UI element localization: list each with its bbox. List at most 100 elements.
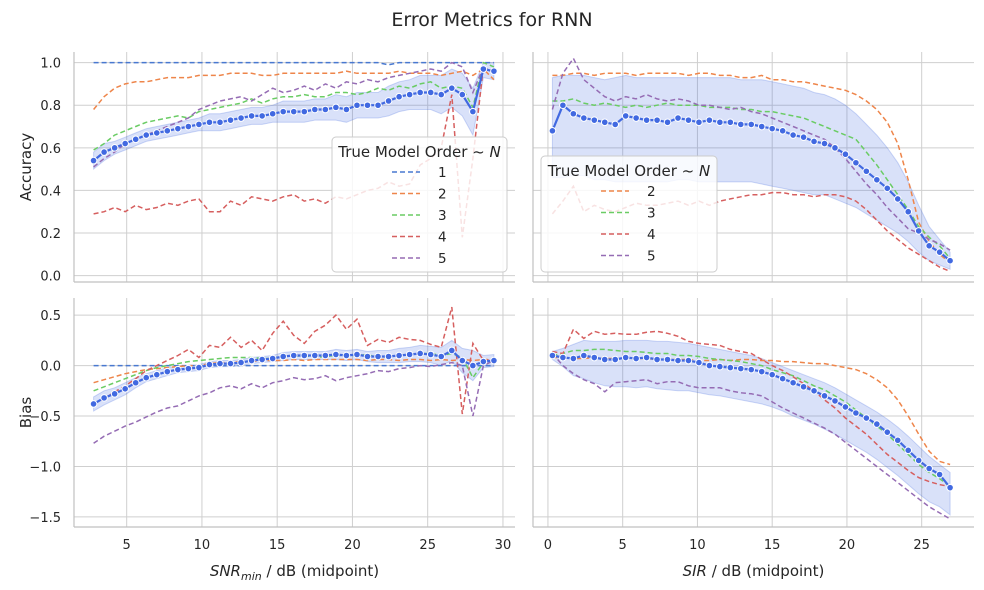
mean-point	[447, 346, 456, 355]
mean-point	[852, 409, 860, 417]
mean-point	[925, 241, 933, 250]
mean-point	[184, 364, 193, 373]
mean-point	[363, 101, 372, 110]
mean-point	[479, 357, 488, 366]
mean-point	[279, 107, 288, 116]
mean-point	[152, 370, 161, 379]
mean-point	[384, 352, 393, 361]
mean-point	[590, 116, 599, 124]
mean-point	[142, 373, 151, 382]
mean-point	[695, 358, 703, 367]
mean-point	[100, 394, 108, 402]
mean-point	[142, 131, 151, 139]
mean-point	[268, 109, 277, 118]
mean-point	[437, 90, 446, 99]
mean-point	[426, 350, 435, 359]
mean-point	[569, 354, 578, 363]
mean-point	[279, 352, 288, 361]
mean-point	[247, 356, 256, 365]
mean-point	[831, 144, 839, 152]
mean-point	[353, 350, 361, 359]
mean-point	[300, 107, 309, 116]
mean-point	[611, 355, 620, 364]
mean-point	[663, 118, 672, 127]
mean-point	[873, 420, 881, 428]
x-axis-label: SIR / dB (midpoint)	[683, 562, 825, 580]
mean-point	[342, 105, 351, 114]
mean-point	[121, 139, 129, 148]
mean-point	[799, 133, 808, 141]
mean-point	[174, 124, 182, 133]
mean-point	[89, 400, 98, 408]
mean-point	[600, 355, 609, 364]
mean-point	[110, 390, 119, 398]
mean-point	[580, 114, 588, 122]
mean-point	[205, 360, 214, 369]
mean-point	[862, 414, 871, 422]
legend: True Model Order ~ N 1 2 3 4 5	[331, 136, 508, 273]
mean-point	[216, 359, 224, 368]
mean-point	[663, 355, 672, 364]
mean-point	[621, 112, 630, 120]
mean-point	[195, 120, 203, 129]
mean-point	[479, 65, 488, 73]
mean-point	[395, 351, 403, 360]
series-line-order-1	[93, 61, 494, 66]
figure-title: Error Metrics for RNN	[391, 9, 592, 31]
mean-point	[174, 365, 182, 374]
y-axis-label: Bias	[17, 397, 35, 429]
mean-point	[632, 354, 640, 363]
legend-label-order-4: 4	[647, 227, 656, 243]
mean-point	[642, 116, 651, 124]
mean-point	[237, 358, 245, 367]
mean-point	[757, 367, 766, 376]
x-tick-label: 25	[913, 538, 930, 553]
x-tick-label: 25	[419, 538, 436, 553]
mean-point	[716, 118, 724, 127]
legend-frame	[540, 155, 718, 273]
mean-point	[89, 156, 98, 165]
y-tick-label: 0.6	[40, 142, 61, 157]
x-tick-label: 15	[269, 538, 286, 553]
mean-point	[447, 84, 456, 93]
mean-point	[374, 352, 382, 361]
mean-point	[458, 356, 467, 365]
x-tick-label: 5	[619, 538, 627, 553]
mean-point	[437, 352, 446, 361]
mean-point	[184, 122, 193, 131]
mean-point	[820, 392, 829, 400]
legend-label-order-5: 5	[438, 251, 447, 267]
confidence-band	[551, 339, 951, 516]
mean-point	[904, 446, 913, 455]
mean-point	[653, 116, 661, 124]
legend-title: True Model Order ~ N	[337, 143, 500, 161]
mean-point	[716, 362, 724, 371]
mean-point	[883, 428, 892, 436]
mean-point	[163, 367, 172, 376]
mean-point	[935, 470, 944, 479]
x-tick-label: 5	[123, 538, 131, 553]
mean-point	[893, 436, 902, 445]
x-tick-label: 10	[194, 538, 211, 553]
mean-point	[559, 353, 567, 362]
mean-point	[705, 116, 714, 124]
mean-point	[600, 118, 609, 127]
mean-point	[590, 353, 599, 362]
mean-point	[684, 356, 693, 365]
mean-point	[332, 350, 340, 359]
legend-label-order-2: 2	[438, 187, 447, 203]
mean-point	[216, 118, 224, 127]
series-line-order-5	[551, 56, 951, 251]
mean-point	[946, 483, 954, 492]
mean-point	[893, 195, 902, 203]
mean-point	[914, 456, 923, 465]
mean-point	[311, 105, 319, 114]
y-tick-label: 0.4	[40, 184, 61, 199]
mean-point	[684, 116, 693, 124]
y-tick-label: −1.5	[29, 511, 61, 526]
mean-point	[747, 120, 756, 129]
mean-point	[405, 350, 414, 359]
mean-point	[321, 105, 330, 114]
mean-point	[268, 354, 277, 363]
legend-frame	[331, 136, 508, 273]
